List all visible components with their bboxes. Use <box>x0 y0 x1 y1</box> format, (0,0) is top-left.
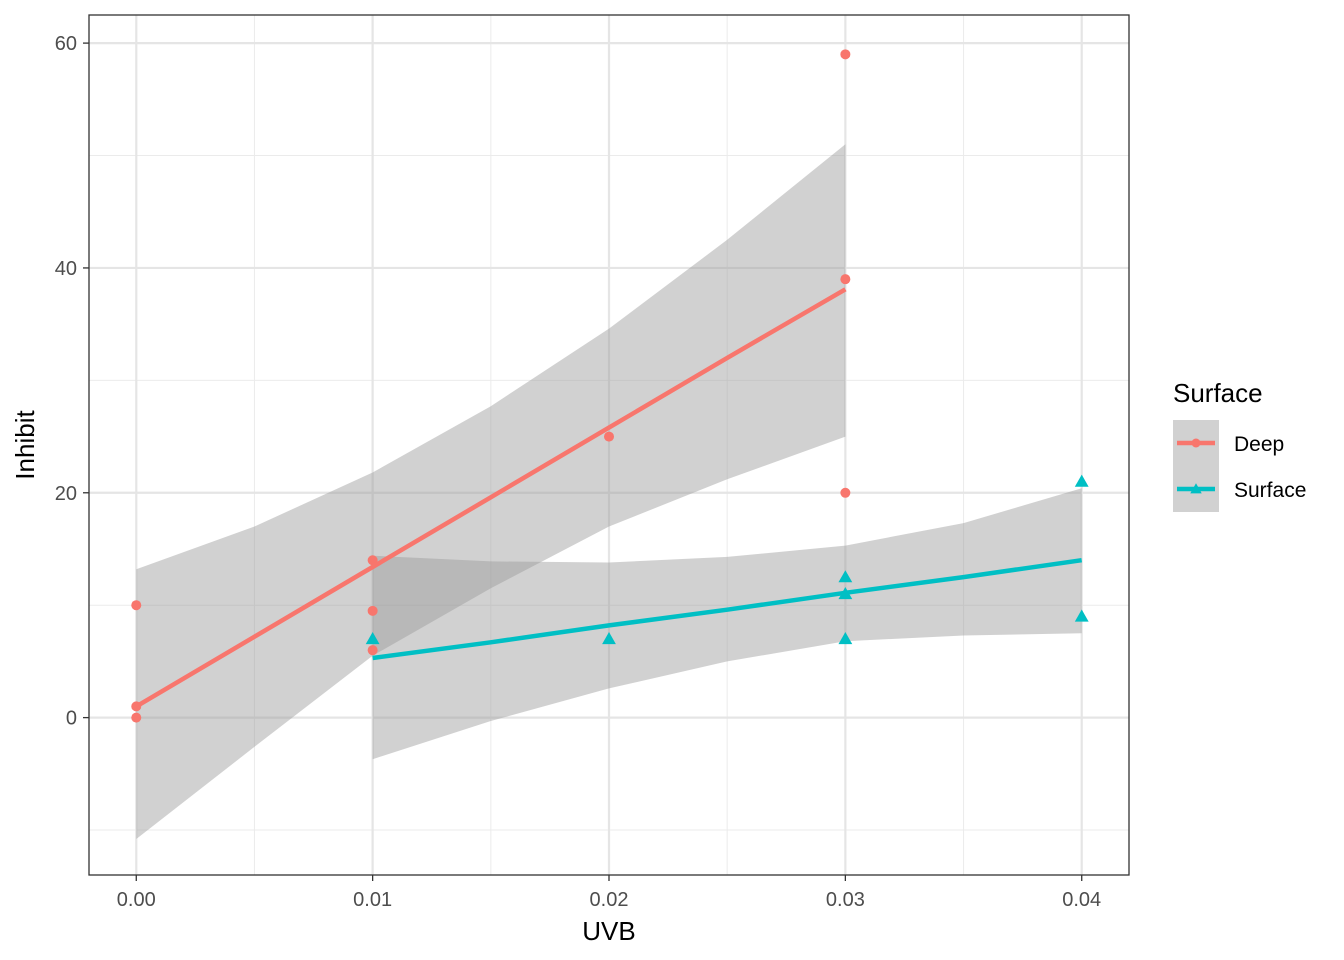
x-tick-label: 0.02 <box>590 889 629 911</box>
data-point-surface <box>365 632 380 645</box>
data-point-surface <box>602 632 616 645</box>
data-point-deep <box>840 487 851 498</box>
x-axis-title: UVB <box>582 916 635 946</box>
data-point-deep <box>604 431 614 442</box>
y-tick-label: 0 <box>66 708 77 730</box>
axes: 0.00 0.01 0.02 0.03 0.04 0 20 40 60 <box>55 33 1101 911</box>
data-point-deep <box>367 555 378 566</box>
legend-key-circle <box>1191 438 1201 448</box>
data-point-surface <box>838 632 853 645</box>
data-point-surface <box>1074 609 1089 622</box>
y-tick-label: 40 <box>55 258 77 280</box>
data-point-deep <box>367 645 378 656</box>
x-tick-label: 0.04 <box>1062 889 1101 911</box>
legend: Surface Deep Surface <box>1173 378 1306 512</box>
data-point-deep <box>131 712 142 723</box>
data-point-surface <box>838 587 853 600</box>
ribbon-surface <box>372 488 1082 760</box>
data-point-deep <box>367 605 378 616</box>
fit-lines <box>135 287 1083 709</box>
data-point-surface <box>1074 474 1089 487</box>
fit-line-deep <box>135 287 847 709</box>
confidence-ribbons <box>136 144 1082 840</box>
ribbon-deep <box>136 144 846 840</box>
y-tick-label: 60 <box>55 33 77 55</box>
data-point-deep <box>840 49 851 60</box>
legend-title: Surface <box>1173 378 1263 408</box>
x-tick-label: 0.00 <box>117 889 156 911</box>
legend-label-surface: Surface <box>1234 479 1306 502</box>
data-point-deep <box>131 701 142 712</box>
legend-label-deep: Deep <box>1234 433 1284 456</box>
major-gridlines <box>89 15 1129 875</box>
data-points <box>131 49 1089 723</box>
legend-key-triangle <box>1190 483 1202 494</box>
data-point-surface <box>838 570 853 583</box>
data-point-deep <box>131 600 142 611</box>
y-tick-label: 20 <box>55 483 77 505</box>
x-tick-label: 0.01 <box>353 889 392 911</box>
data-point-deep <box>840 274 851 285</box>
y-axis-title: Inhibit <box>10 410 40 480</box>
x-tick-label: 0.03 <box>826 889 865 911</box>
fit-line-surface <box>372 557 1083 661</box>
